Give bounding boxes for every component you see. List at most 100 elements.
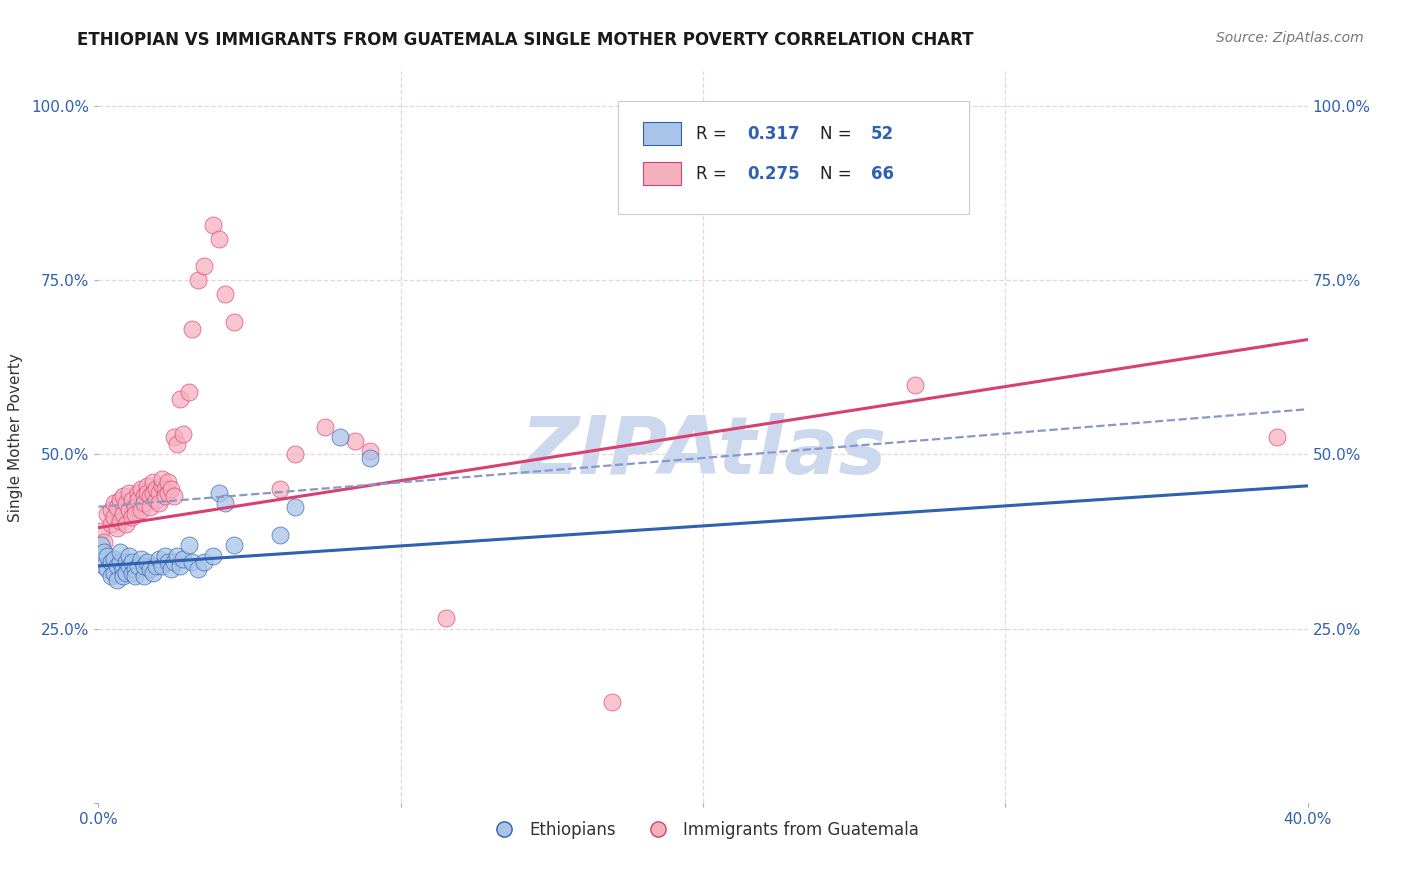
Point <box>314 419 336 434</box>
Point <box>100 569 122 583</box>
Point <box>103 510 125 524</box>
Text: N =: N = <box>820 165 858 183</box>
Point <box>127 558 149 573</box>
Point <box>100 503 122 517</box>
Point <box>139 500 162 514</box>
Point <box>139 489 162 503</box>
Point <box>124 569 146 583</box>
Point <box>142 485 165 500</box>
Point <box>208 485 231 500</box>
Point <box>145 492 167 507</box>
Point <box>179 538 201 552</box>
Point <box>160 483 183 497</box>
Point <box>121 566 143 580</box>
Point <box>193 260 215 274</box>
Point <box>150 558 173 573</box>
Point <box>214 496 236 510</box>
Point <box>93 545 115 559</box>
Text: R =: R = <box>696 125 731 143</box>
Point <box>93 534 115 549</box>
Point <box>124 562 146 576</box>
Point <box>132 489 155 503</box>
Text: 66: 66 <box>872 165 894 183</box>
Point <box>150 479 173 493</box>
Point <box>114 566 136 580</box>
Point <box>153 483 176 497</box>
Point <box>156 485 179 500</box>
Point <box>163 430 186 444</box>
Point <box>108 556 131 570</box>
Point <box>214 287 236 301</box>
Point <box>96 507 118 521</box>
Point <box>121 556 143 570</box>
Point <box>156 475 179 490</box>
Point <box>111 569 134 583</box>
Point <box>121 492 143 507</box>
Point <box>108 492 131 507</box>
Point <box>153 549 176 563</box>
Point <box>103 566 125 580</box>
Point <box>169 558 191 573</box>
Point <box>360 450 382 465</box>
FancyBboxPatch shape <box>643 162 682 186</box>
Point <box>904 377 927 392</box>
Point <box>105 558 128 573</box>
Point <box>114 496 136 510</box>
Point <box>156 556 179 570</box>
Point <box>193 556 215 570</box>
Point <box>135 556 157 570</box>
Text: ETHIOPIAN VS IMMIGRANTS FROM GUATEMALA SINGLE MOTHER POVERTY CORRELATION CHART: ETHIOPIAN VS IMMIGRANTS FROM GUATEMALA S… <box>77 31 974 49</box>
Point <box>166 549 188 563</box>
Point <box>208 231 231 245</box>
Point <box>124 507 146 521</box>
Point <box>181 322 204 336</box>
Point <box>269 527 291 541</box>
Point <box>118 485 141 500</box>
Point <box>202 549 225 563</box>
Point <box>160 562 183 576</box>
Point <box>602 695 624 709</box>
Point <box>163 489 186 503</box>
Point <box>124 500 146 514</box>
Point <box>114 556 136 570</box>
Point <box>148 552 170 566</box>
FancyBboxPatch shape <box>643 122 682 145</box>
Point <box>127 485 149 500</box>
Point <box>129 483 152 497</box>
Point <box>129 552 152 566</box>
Point <box>269 483 291 497</box>
Text: 0.275: 0.275 <box>748 165 800 183</box>
Point <box>139 562 162 576</box>
Point <box>148 496 170 510</box>
Text: 52: 52 <box>872 125 894 143</box>
Point <box>118 503 141 517</box>
Point <box>163 556 186 570</box>
Point <box>360 444 382 458</box>
Point <box>105 500 128 514</box>
Point <box>132 558 155 573</box>
Text: N =: N = <box>820 125 858 143</box>
Point <box>118 558 141 573</box>
Point <box>169 392 191 406</box>
Point <box>100 556 122 570</box>
Point <box>135 479 157 493</box>
Point <box>153 489 176 503</box>
Point <box>129 503 152 517</box>
Point <box>105 573 128 587</box>
Point <box>202 218 225 232</box>
Legend: Ethiopians, Immigrants from Guatemala: Ethiopians, Immigrants from Guatemala <box>481 814 925 846</box>
Point <box>224 315 246 329</box>
Point <box>172 552 194 566</box>
Point <box>224 538 246 552</box>
Text: R =: R = <box>696 165 731 183</box>
Point <box>344 434 367 448</box>
Point <box>127 492 149 507</box>
Point <box>93 558 115 573</box>
Point <box>181 556 204 570</box>
Point <box>1267 430 1289 444</box>
Point <box>142 475 165 490</box>
Point <box>132 569 155 583</box>
Point <box>96 549 118 563</box>
Point <box>118 549 141 563</box>
Point <box>111 507 134 521</box>
